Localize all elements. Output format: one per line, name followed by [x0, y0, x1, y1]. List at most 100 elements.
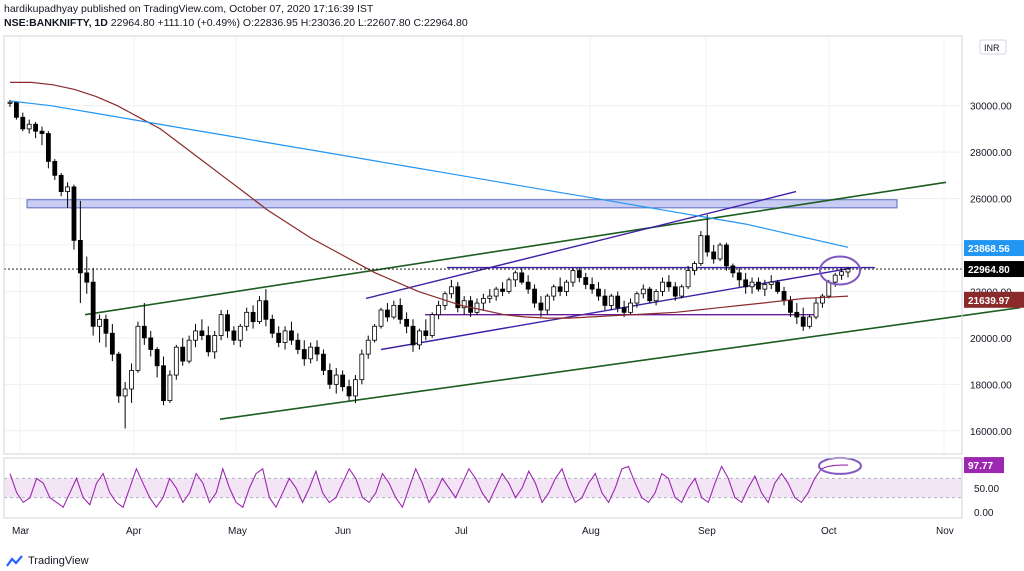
- candle-body[interactable]: [84, 272, 90, 283]
- candle-body[interactable]: [519, 272, 525, 283]
- candle-body[interactable]: [13, 101, 19, 118]
- candle-body[interactable]: [615, 295, 621, 309]
- candle-body[interactable]: [845, 268, 851, 273]
- candle-body[interactable]: [813, 302, 819, 318]
- candle-body[interactable]: [788, 300, 793, 313]
- candle-body[interactable]: [365, 339, 371, 355]
- candle-body[interactable]: [551, 286, 557, 297]
- candle-body[interactable]: [839, 271, 845, 276]
- candle-body[interactable]: [372, 325, 378, 341]
- candle-body[interactable]: [660, 281, 665, 292]
- candle-body[interactable]: [385, 309, 390, 318]
- candle-body[interactable]: [353, 379, 358, 397]
- candle-body[interactable]: [52, 160, 58, 176]
- resistance-zone[interactable]: [26, 199, 898, 209]
- candle-body[interactable]: [327, 369, 333, 385]
- candle-body[interactable]: [180, 346, 186, 362]
- candle-body[interactable]: [410, 325, 416, 346]
- candle-body[interactable]: [602, 295, 608, 306]
- candle-body[interactable]: [205, 335, 211, 353]
- candle-body[interactable]: [775, 281, 781, 292]
- candle-body[interactable]: [666, 281, 672, 288]
- candle-body[interactable]: [538, 302, 544, 311]
- candle-body[interactable]: [417, 330, 422, 346]
- symbol-name[interactable]: NSE:BANKNIFTY, 1D: [4, 17, 108, 29]
- candle-body[interactable]: [378, 309, 384, 327]
- candle-body[interactable]: [781, 291, 787, 302]
- candle-body[interactable]: [7, 101, 13, 104]
- price-pane[interactable]: [4, 36, 1021, 454]
- candle-body[interactable]: [148, 337, 154, 350]
- rsi-line[interactable]: [9, 464, 849, 509]
- candle-body[interactable]: [493, 288, 499, 297]
- candle-body[interactable]: [711, 251, 717, 260]
- candle-body[interactable]: [135, 325, 141, 371]
- candle-body[interactable]: [570, 270, 576, 283]
- candle-body[interactable]: [314, 346, 320, 355]
- candle-body[interactable]: [525, 281, 531, 290]
- candle-body[interactable]: [65, 186, 70, 192]
- candle-body[interactable]: [359, 353, 365, 381]
- candle-body[interactable]: [103, 318, 109, 334]
- candle-body[interactable]: [141, 325, 147, 339]
- candle-body[interactable]: [129, 369, 134, 390]
- candle-body[interactable]: [820, 295, 825, 304]
- candle-body[interactable]: [640, 288, 646, 295]
- candle-body[interactable]: [116, 353, 122, 397]
- candle-body[interactable]: [308, 346, 314, 360]
- candle-body[interactable]: [832, 274, 838, 283]
- candle-body[interactable]: [487, 295, 493, 299]
- rsi-pane[interactable]: [4, 456, 962, 509]
- candle-body[interactable]: [557, 286, 563, 292]
- candle-body[interactable]: [807, 316, 813, 327]
- candle-body[interactable]: [161, 365, 166, 401]
- candle-body[interactable]: [45, 133, 51, 162]
- candle-body[interactable]: [263, 300, 269, 320]
- candle-body[interactable]: [90, 281, 96, 327]
- candle-body[interactable]: [346, 386, 352, 397]
- candle-body[interactable]: [301, 349, 307, 360]
- candle-body[interactable]: [608, 295, 614, 306]
- currency-badge[interactable]: [979, 39, 1007, 55]
- candle-body[interactable]: [480, 298, 486, 304]
- candle-body[interactable]: [436, 304, 441, 316]
- candle-body[interactable]: [736, 272, 742, 281]
- candle-body[interactable]: [461, 300, 467, 309]
- candle-body[interactable]: [321, 353, 326, 371]
- candle-body[interactable]: [692, 263, 697, 271]
- candle-body[interactable]: [743, 279, 749, 288]
- candle-body[interactable]: [455, 286, 461, 309]
- candle-body[interactable]: [109, 332, 115, 355]
- candle-body[interactable]: [583, 277, 589, 285]
- candle-body[interactable]: [794, 311, 800, 318]
- candle-body[interactable]: [340, 374, 346, 388]
- candle-body[interactable]: [679, 286, 685, 297]
- candle-body[interactable]: [289, 330, 294, 341]
- candle-body[interactable]: [653, 291, 659, 302]
- candle-body[interactable]: [33, 123, 38, 132]
- candle-body[interactable]: [448, 286, 454, 295]
- candle-body[interactable]: [532, 288, 537, 304]
- candle-body[interactable]: [218, 314, 224, 336]
- candle-body[interactable]: [634, 293, 640, 304]
- candle-body[interactable]: [397, 304, 403, 320]
- candle-body[interactable]: [404, 318, 410, 327]
- candle-body[interactable]: [749, 281, 755, 288]
- candle-body[interactable]: [244, 311, 250, 327]
- highlight-circle[interactable]: [819, 255, 861, 286]
- candle-body[interactable]: [199, 330, 205, 336]
- candle-body[interactable]: [474, 302, 480, 313]
- ma-mid-line[interactable]: [9, 100, 849, 248]
- candle-body[interactable]: [39, 130, 45, 134]
- candle-body[interactable]: [762, 284, 768, 290]
- candle-body[interactable]: [212, 335, 218, 353]
- candle-body[interactable]: [250, 311, 256, 323]
- candle-body[interactable]: [193, 330, 198, 341]
- candle-body[interactable]: [97, 318, 102, 327]
- candle-body[interactable]: [269, 318, 275, 334]
- candle-body[interactable]: [800, 316, 806, 327]
- candle-body[interactable]: [423, 330, 429, 336]
- candle-body[interactable]: [576, 270, 582, 278]
- candle-body[interactable]: [596, 288, 601, 297]
